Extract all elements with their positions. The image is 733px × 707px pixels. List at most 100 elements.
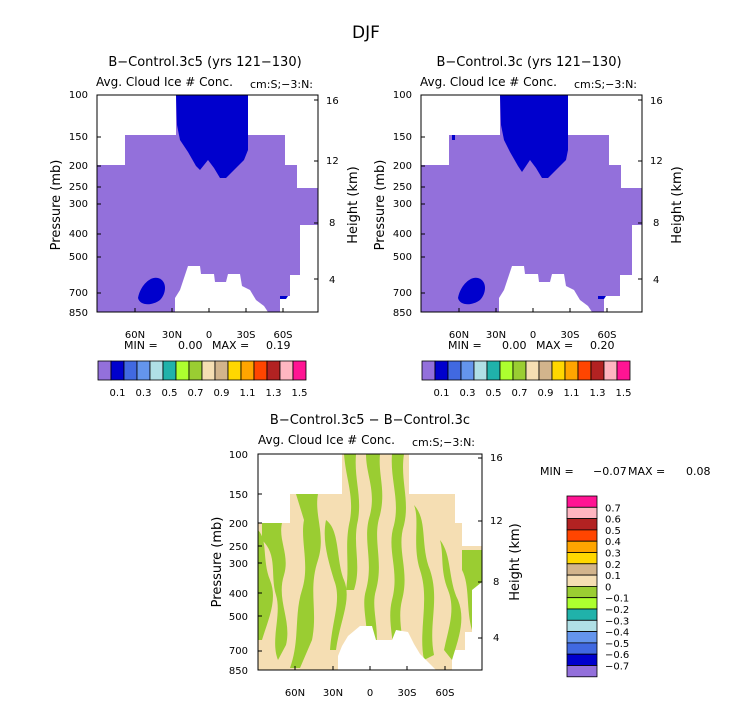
right-min-label: MIN = (448, 339, 482, 352)
right-xtick-label: 30N (486, 330, 506, 341)
right-colorbar-swatch (473, 360, 488, 381)
left-deep-dot (280, 296, 288, 299)
right-colorbar-label: 0.3 (460, 388, 476, 399)
left-colorbar-label: 1.5 (292, 388, 308, 399)
right-ylabel-right: Height (km) (670, 166, 685, 243)
diff-height-tick: 12 (490, 516, 503, 527)
diff-height-tick: 4 (493, 633, 499, 644)
left-xtick-marks (134, 308, 284, 312)
right-colorbar-swatch (447, 360, 462, 381)
left-colorbar-swatch (149, 360, 164, 381)
diff-negative-region (324, 520, 347, 650)
right-height-tick: 4 (653, 275, 659, 286)
diff-ytick-label: 150 (229, 490, 248, 501)
diff-negative-region (462, 550, 482, 630)
left-ytick-label: 200 (69, 161, 88, 172)
right-field-fill (421, 95, 642, 312)
diff-colorbar-label: −0.1 (605, 594, 629, 605)
left-xtick-label: 60N (125, 330, 145, 341)
right-deep-speck (452, 135, 455, 140)
diff-colorbar: 0.70.60.50.40.30.20.10−0.1−0.2−0.3−0.4−0… (566, 495, 629, 678)
right-colorbar: 0.1 0.3 0.5 0.7 0.9 1.1 1.3 1.5 (421, 360, 631, 399)
panel-diff: B−Control.3c5 − B−Control.3c Avg. Cloud … (210, 413, 711, 699)
diff-ytick-label: 700 (229, 646, 248, 657)
right-height-axis: 16 12 8 4 (638, 96, 663, 286)
diff-negative-region (258, 530, 273, 640)
left-colorbar-swatch (214, 360, 229, 381)
diff-colorbar-swatch (566, 642, 598, 655)
panel-left-subtitle: Avg. Cloud Ice # Conc. (96, 75, 233, 89)
right-pressure-axis: 100 150 200 250 300 400 500 700 850 (393, 90, 425, 319)
diff-colorbar-label: −0.2 (605, 605, 629, 616)
diff-height-marks (478, 457, 482, 639)
right-height-tick: 16 (650, 96, 663, 107)
left-xtick-label: 30S (236, 330, 255, 341)
diff-negative-region (390, 454, 406, 668)
right-colorbar-swatch (486, 360, 501, 381)
diff-xtick-marks (294, 666, 446, 670)
right-colorbar-swatch (525, 360, 540, 381)
right-colorbar-swatch (538, 360, 553, 381)
left-xtick-label: 60S (273, 330, 292, 341)
diff-ytick-label: 250 (229, 542, 248, 553)
right-colorbar-swatch (421, 360, 436, 381)
left-colorbar-label: 0.1 (110, 388, 126, 399)
diff-ytick-label: 200 (229, 519, 248, 530)
right-max-label: MAX = (536, 339, 573, 352)
diff-height-tick: 8 (493, 577, 499, 588)
left-colorbar-swatch (253, 360, 268, 381)
right-colorbar-swatch (590, 360, 605, 381)
right-colorbar-swatch (512, 360, 527, 381)
diff-negative-region (262, 523, 288, 660)
diff-colorbar-swatch (566, 495, 598, 508)
right-ytick-label: 200 (393, 161, 412, 172)
diff-colorbar-label: −0.7 (605, 662, 629, 673)
right-xtick-label: 60N (449, 330, 469, 341)
right-colorbar-swatch (499, 360, 514, 381)
right-ytick-label: 100 (393, 90, 412, 101)
diff-negative-region (290, 494, 321, 668)
page-title: DJF (352, 23, 380, 43)
diff-colorbar-swatch (566, 518, 598, 531)
diff-colorbar-swatch (566, 653, 598, 666)
right-height-tick: 12 (650, 156, 663, 167)
diff-colorbar-swatch (566, 506, 598, 519)
left-colorbar-label: 0.9 (214, 388, 230, 399)
diff-colorbar-swatch (566, 552, 598, 565)
diff-ytick-label: 300 (229, 559, 248, 570)
diff-colorbar-label: −0.4 (605, 628, 629, 639)
diff-colorbar-swatch (566, 586, 598, 599)
right-xtick-label: 60S (597, 330, 616, 341)
left-min-label: MIN = (124, 339, 158, 352)
left-colorbar-label: 1.3 (266, 388, 282, 399)
right-ytick-label: 700 (393, 288, 412, 299)
diff-colorbar-swatch (566, 631, 598, 644)
right-deep-fill (500, 95, 568, 178)
left-ytick-label: 400 (69, 229, 88, 240)
diff-min-value: −0.07 (593, 465, 627, 478)
right-deep-dot (598, 296, 606, 299)
diff-colorbar-swatch (566, 563, 598, 576)
diff-pressure-axis: 100 150 200 250 300 400 500 700 850 (229, 450, 262, 677)
diff-colorbar-label: −0.3 (605, 616, 629, 627)
diff-max-value: 0.08 (686, 465, 711, 478)
diff-colorbar-label: 0.2 (605, 560, 621, 571)
right-colorbar-label: 0.7 (512, 388, 528, 399)
right-colorbar-swatch (577, 360, 592, 381)
diff-ytick-marks (258, 453, 262, 671)
panel-left: B−Control.3c5 (yrs 121−130) Avg. Cloud I… (49, 55, 361, 399)
diff-colorbar-label: 0.4 (605, 537, 621, 548)
left-ytick-label: 150 (69, 132, 88, 143)
diff-negative-streaks (258, 454, 482, 668)
diff-ytick-label: 400 (229, 589, 248, 600)
left-height-axis: 16 12 8 4 (314, 96, 339, 286)
right-colorbar-swatch (434, 360, 449, 381)
left-colorbar-swatch (292, 360, 307, 381)
right-ytick-marks (421, 94, 425, 313)
left-height-tick: 16 (326, 96, 339, 107)
right-ytick-label: 400 (393, 229, 412, 240)
left-height-tick: 12 (326, 156, 339, 167)
panel-diff-subtitle: Avg. Cloud Ice # Conc. (258, 433, 395, 447)
right-lat-axis: 60N 30N 0 30S 60S (449, 308, 617, 341)
